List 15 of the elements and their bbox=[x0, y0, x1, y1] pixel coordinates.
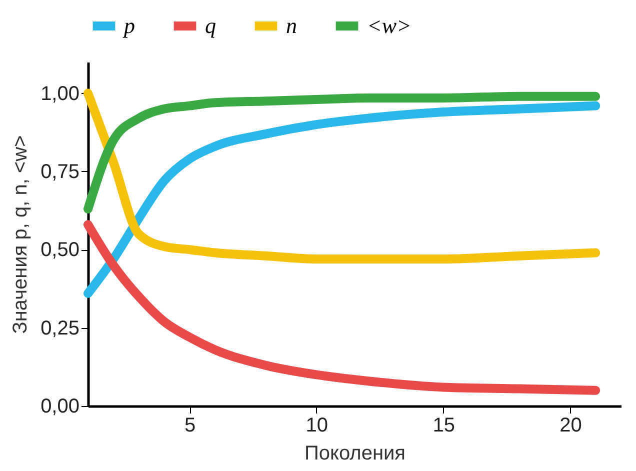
x-tick-label: 10 bbox=[306, 414, 328, 436]
x-axis-title: Поколения bbox=[304, 442, 406, 464]
y-tick-label: 0,50 bbox=[40, 239, 80, 262]
y-tick-label: 1,00 bbox=[40, 82, 80, 105]
x-tick-label: 15 bbox=[432, 414, 455, 436]
x-tick-label: 5 bbox=[184, 414, 196, 436]
y-tick-label: 0,25 bbox=[40, 317, 80, 340]
x-tick-label: 20 bbox=[560, 414, 582, 436]
legend-label: <w> bbox=[367, 13, 412, 38]
y-axis-title: Значения p, q, n, <w> bbox=[10, 135, 32, 334]
y-tick-label: 0,00 bbox=[40, 396, 80, 418]
legend-label: q bbox=[205, 13, 216, 38]
legend-label: p bbox=[122, 13, 135, 38]
y-tick-label: 0,75 bbox=[40, 160, 80, 183]
legend-label: n bbox=[286, 13, 297, 38]
